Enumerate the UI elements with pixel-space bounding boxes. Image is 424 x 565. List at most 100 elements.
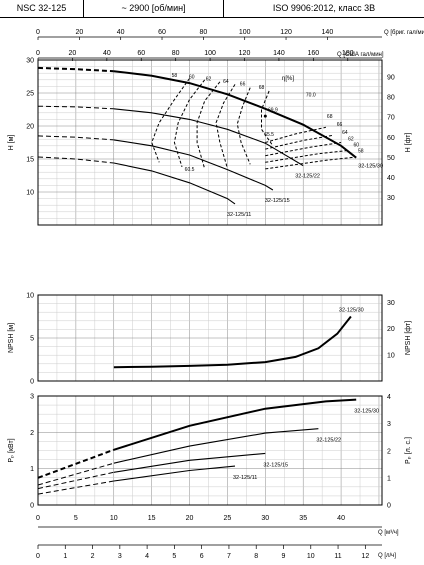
power-curve-label: 32-125/22: [316, 438, 341, 444]
power-left-tick: 2: [30, 430, 34, 437]
q-ls-tick-label: 4: [145, 553, 149, 560]
efficiency-label: 58: [358, 148, 364, 154]
q-ls-tick-label: 8: [254, 553, 258, 560]
power-ylabel-left: Pₚ [кВт]: [8, 438, 15, 462]
q-imp-axis-label: Q [бриг. гал/мин]: [384, 30, 424, 36]
npsh-left-tick: 0: [30, 379, 34, 386]
q-imp-tick-label: 20: [75, 29, 83, 36]
head-right-tick: 30: [387, 195, 395, 202]
q-m3h-tick-label: 0: [36, 515, 40, 522]
npsh-ylabel-right: NPSH [фт]: [405, 321, 412, 355]
power-right-tick: 4: [387, 394, 391, 401]
power-right-tick: 0: [387, 503, 391, 510]
q-us-tick-label: 0: [36, 50, 40, 57]
q-ls-tick-label: 6: [200, 553, 204, 560]
power-curve-dashed: [37, 448, 115, 479]
head-left-tick: 25: [26, 91, 34, 98]
head-curve-label: 32-125/30: [358, 164, 383, 170]
best-efficiency-point: [263, 114, 267, 118]
efficiency-contour: [151, 78, 190, 163]
head-curve-dashed: [37, 66, 114, 73]
npsh-ylabel-left: NPSH [м]: [8, 323, 15, 353]
efficiency-contour: [261, 90, 274, 147]
head-right-tick: 40: [387, 175, 395, 182]
q-imp-tick-label: 80: [199, 29, 207, 36]
npsh-curve-label: 32-125/30: [339, 308, 364, 314]
q-m3h-tick-label: 40: [337, 515, 345, 522]
q-m3h-tick-label: 25: [224, 515, 232, 522]
q-us-tick-label: 100: [204, 50, 216, 57]
npsh-left-tick: 10: [26, 293, 34, 300]
head-left-tick: 10: [26, 190, 34, 197]
head-curve-dashed: [37, 135, 114, 141]
efficiency-contour: [236, 87, 251, 165]
efficiency-contour: [265, 134, 334, 150]
efficiency-label: 62: [348, 137, 354, 143]
q-m3h-tick-label: 5: [74, 515, 78, 522]
head-left-tick: 20: [26, 124, 34, 131]
head-curve-label: 32-125/11: [227, 212, 251, 218]
head-right-tick: 70: [387, 115, 395, 122]
head-left-tick: 30: [26, 58, 34, 65]
power-curve-label: 32-125/11: [233, 475, 257, 481]
power-left-tick: 3: [30, 394, 34, 401]
q-m3h-tick-label: 30: [261, 515, 269, 522]
power-left-tick: 0: [30, 503, 34, 510]
head-right-tick: 90: [387, 74, 395, 81]
power-curve: [113, 428, 319, 464]
efficiency-label: 66: [240, 82, 246, 88]
q-imp-tick-label: 100: [239, 29, 251, 36]
power-curve: [113, 465, 236, 482]
efficiency-contour: [215, 84, 236, 169]
head-curve-label: 32-125/22: [295, 174, 320, 180]
head-curve: [113, 162, 236, 205]
power-ylabel-right: Pₚ [л. с.]: [405, 437, 412, 464]
q-ls-tick-label: 12: [361, 553, 369, 560]
npsh-right-tick: 30: [387, 300, 395, 307]
efficiency-label: 58: [172, 73, 178, 79]
efficiency-contour: [265, 126, 327, 143]
efficiency-contour: [173, 79, 206, 168]
efficiency-label: 60: [353, 142, 359, 148]
q-ls-tick-label: 0: [36, 553, 40, 560]
npsh-left-tick: 5: [30, 336, 34, 343]
efficiency-contour: [265, 156, 357, 170]
q-ls-tick-label: 2: [91, 553, 95, 560]
pump-speed: ~ 2900 [об/мин]: [84, 0, 224, 17]
pump-model: NSC 32-125: [0, 0, 84, 17]
header-bar: NSC 32-125 ~ 2900 [об/мин] ISO 9906:2012…: [0, 0, 424, 18]
q-m3h-tick-label: 10: [110, 515, 118, 522]
head-curve: [113, 108, 304, 167]
q-imp-tick-label: 60: [158, 29, 166, 36]
q-ls-tick-label: 1: [63, 553, 67, 560]
q-ls-tick-label: 11: [334, 553, 341, 560]
head-right-tick: 80: [387, 95, 395, 102]
efficiency-label: 69.9: [268, 107, 278, 113]
q-us-tick-label: 20: [69, 50, 77, 57]
head-ylabel-right: H [фт]: [405, 133, 412, 153]
head-curve-label: 32-125/15: [265, 198, 290, 204]
q-us-tick-label: 60: [137, 50, 145, 57]
head-curve: [113, 70, 357, 159]
test-standard: ISO 9906:2012, класс 3B: [272, 3, 376, 13]
efficiency-label: 70.0: [306, 92, 316, 98]
q-ls-tick-label: 7: [227, 553, 231, 560]
efficiency-label: 62: [206, 76, 212, 82]
efficiency-label: 64: [223, 79, 229, 85]
q-m3h-tick-label: 20: [186, 515, 194, 522]
q-us-tick-label: 40: [103, 50, 111, 57]
efficiency-contour: [265, 149, 349, 163]
q-ls-tick-label: 5: [172, 553, 176, 560]
npsh-right-tick: 20: [387, 326, 395, 333]
q-us-tick-label: 180: [342, 50, 354, 57]
head-curve-dashed: [37, 105, 114, 110]
head-left-tick: 15: [26, 157, 34, 164]
efficiency-label: 68: [259, 85, 265, 91]
q-ls-tick-label: 9: [282, 553, 286, 560]
power-curve-label: 32-125/15: [263, 462, 288, 468]
q-us-tick-label: 120: [239, 50, 251, 57]
q-m3h-axis-label: Q [м³/ч]: [378, 530, 399, 536]
head-curve: [113, 139, 274, 191]
efficiency-label: 65.5: [264, 132, 274, 138]
